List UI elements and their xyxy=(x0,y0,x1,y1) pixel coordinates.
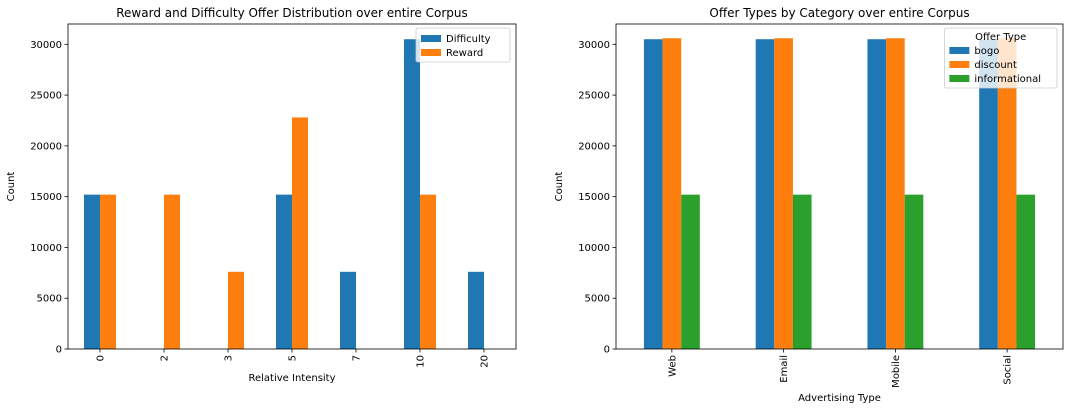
bar-difficulty-5 xyxy=(276,194,292,350)
chart-title: Offer Types by Category over entire Corp… xyxy=(709,6,969,20)
bar-difficulty-10 xyxy=(404,39,420,349)
x-tick-label: 0 xyxy=(96,355,107,361)
legend-swatch-bogo xyxy=(949,47,970,54)
bar-discount-mobile xyxy=(886,38,905,349)
x-tick-label: Web xyxy=(667,355,678,377)
bar-difficulty-7 xyxy=(340,271,356,349)
x-tick-label: 2 xyxy=(160,355,171,361)
bar-difficulty-20 xyxy=(468,271,484,349)
legend-swatch-difficulty xyxy=(421,35,441,42)
legend: Offer Type bogo discount informational xyxy=(944,27,1058,89)
bar-reward-5 xyxy=(292,117,308,349)
legend-label-informational: informational xyxy=(974,74,1041,85)
x-axis-label: Advertising Type xyxy=(798,393,881,404)
y-tick-label: 5000 xyxy=(37,294,62,305)
bar-informational-social xyxy=(1016,194,1036,350)
legend-label-discount: discount xyxy=(974,60,1017,71)
bar-informational-web xyxy=(681,194,700,350)
bar-reward-10 xyxy=(420,194,436,350)
legend-swatch-informational xyxy=(949,75,970,82)
legend-swatch-reward xyxy=(421,49,441,56)
x-tick-label: Mobile xyxy=(891,355,902,388)
y-tick-label: 10000 xyxy=(578,243,610,254)
y-tick-label: 5000 xyxy=(585,294,610,305)
bar-discount-social xyxy=(997,38,1017,349)
y-tick-label: 20000 xyxy=(30,141,62,152)
x-tick-label: 5 xyxy=(288,355,299,361)
bar-bogo-email xyxy=(755,39,775,349)
y-tick-label: 25000 xyxy=(578,91,610,102)
y-tick-label: 30000 xyxy=(30,40,62,51)
chart-2: 0 5000 10000 15000 20000 25000 30000 Web Email Mo… xyxy=(554,6,1064,404)
bar-bogo-web xyxy=(643,39,663,349)
x-tick-label: 7 xyxy=(352,355,363,361)
bar-bogo-mobile xyxy=(867,39,887,349)
y-axis-label: Count xyxy=(6,172,17,202)
x-tick-label: Email xyxy=(779,355,790,383)
bar-reward-2 xyxy=(164,194,180,350)
y-tick-label: 0 xyxy=(604,345,610,356)
bar-discount-email xyxy=(774,38,793,349)
bar-difficulty-0 xyxy=(84,194,100,350)
y-tick-label: 15000 xyxy=(578,192,610,203)
y-tick-label: 25000 xyxy=(30,91,62,102)
legend: Difficulty Reward xyxy=(415,27,511,63)
plot-frame xyxy=(615,23,1064,350)
legend-swatch-discount xyxy=(949,61,970,68)
legend-label-bogo: bogo xyxy=(974,46,999,57)
x-axis-label: Relative Intensity xyxy=(248,373,335,384)
bar-informational-email xyxy=(792,194,812,350)
y-tick-label: 0 xyxy=(56,345,62,356)
bar-informational-mobile xyxy=(904,194,924,350)
y-tick-label: 10000 xyxy=(30,243,62,254)
bar-reward-3 xyxy=(228,271,244,349)
bar-reward-0 xyxy=(100,194,116,350)
y-axis-label: Count xyxy=(554,172,565,202)
chart-1: 0 5000 10000 15000 20000 25000 30000 0 2 3 5 7 10 20 R… xyxy=(6,6,517,384)
legend-box xyxy=(944,27,1058,89)
legend-label-difficulty: Difficulty xyxy=(446,34,491,45)
x-tick-label: Social xyxy=(1003,355,1014,385)
y-tick-label: 30000 xyxy=(578,40,610,51)
legend-title: Offer Type xyxy=(975,32,1026,43)
y-tick-label: 15000 xyxy=(30,192,62,203)
x-tick-label: 3 xyxy=(224,355,235,361)
bar-bogo-social xyxy=(979,39,998,349)
y-tick-label: 20000 xyxy=(578,141,610,152)
bar-discount-web xyxy=(662,38,682,349)
legend-label-reward: Reward xyxy=(446,48,483,59)
x-tick-label: 20 xyxy=(480,355,491,368)
chart-title: Reward and Difficulty Offer Distribution… xyxy=(116,6,468,20)
x-tick-label: 10 xyxy=(416,355,427,368)
